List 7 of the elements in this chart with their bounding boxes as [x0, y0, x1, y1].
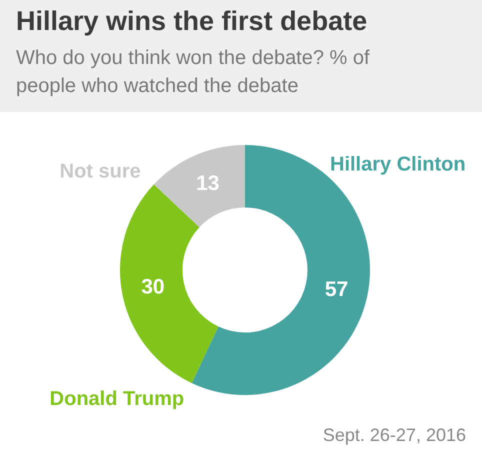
data-label: 57 — [324, 278, 348, 302]
chart-title: Hillary wins the first debate — [16, 6, 368, 37]
text: Sept. 26-27, 2016 — [322, 425, 466, 446]
slice-label: Donald Trump — [50, 388, 184, 410]
slice-label: Hillary Clinton — [330, 154, 466, 176]
data-label: 30 — [141, 275, 165, 298]
chart-subtitle: Who do you think won the debate? % of people who watched the debate — [16, 46, 371, 99]
